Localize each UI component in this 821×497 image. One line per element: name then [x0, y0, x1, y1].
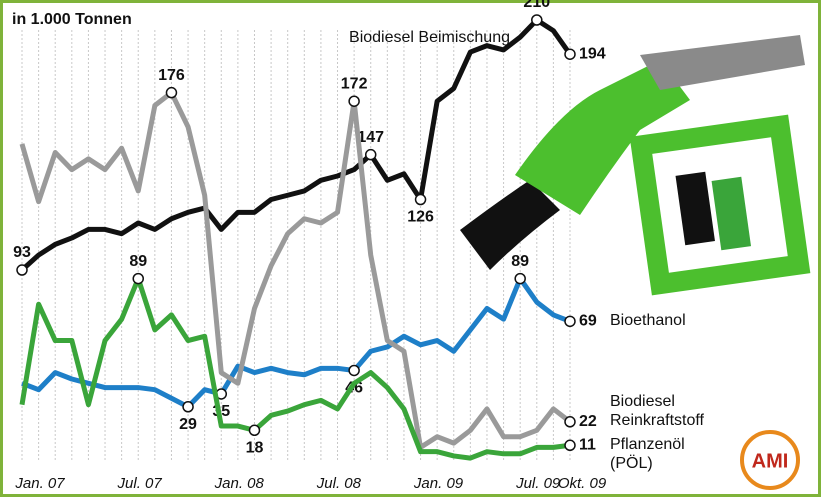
logo: AMI	[740, 430, 800, 490]
series-line	[19, 276, 571, 461]
x-tick-label: Jan. 07	[14, 475, 65, 492]
x-tick-label: Okt. 09	[558, 475, 607, 492]
chart-title: in 1.000 Tonnen	[12, 11, 132, 28]
value-label: 194	[579, 45, 606, 62]
series-line	[21, 276, 571, 410]
point-marker	[564, 315, 576, 328]
point-marker	[132, 272, 144, 285]
value-label: 11	[579, 436, 596, 453]
value-label: 210	[523, 0, 550, 11]
series-line	[19, 90, 572, 450]
value-label: 89	[129, 253, 147, 270]
nozzle	[515, 60, 690, 215]
point-marker	[182, 401, 194, 413]
value-label: 22	[579, 413, 597, 430]
x-tick-label: Jan. 09	[413, 475, 464, 492]
logo-ring	[740, 430, 800, 490]
series-line	[20, 17, 573, 272]
value-label: 176	[158, 67, 185, 84]
point-marker	[16, 264, 28, 276]
x-tick-label: Jul. 09	[515, 475, 561, 492]
value-label: 93	[13, 244, 31, 261]
legend-label: Biodiesel Beimischung	[349, 29, 510, 46]
spout	[640, 35, 805, 90]
pump-icon	[675, 171, 715, 246]
legend-label: Biodiesel Reinkraftstoff	[610, 392, 704, 429]
x-tick-label: Jul. 07	[117, 475, 163, 492]
legend-label: Pflanzenöl (PÖL)	[610, 436, 685, 473]
value-label: 126	[407, 209, 434, 226]
pump-illustration	[460, 35, 811, 296]
pump-icon	[711, 176, 752, 251]
point-marker	[564, 48, 576, 60]
series-name-box: Bioethanol	[610, 312, 686, 330]
value-label: 147	[357, 129, 384, 146]
x-tick-label: Jan. 08	[214, 475, 265, 492]
hose	[460, 180, 560, 270]
point-marker	[348, 95, 360, 107]
value-label: 89	[511, 253, 529, 270]
legend-label: Bioethanol	[610, 312, 686, 330]
point-marker	[165, 86, 178, 99]
series-name-box: Biodiesel Beimischung	[349, 29, 510, 46]
value-label: 69	[579, 313, 597, 330]
series-name-box: Biodiesel Reinkraftstoff	[610, 392, 704, 429]
point-marker	[564, 439, 576, 452]
point-marker	[564, 416, 576, 428]
value-label: 172	[341, 75, 368, 92]
point-marker	[531, 14, 543, 26]
point-marker	[364, 148, 377, 161]
x-tick-label: Jul. 08	[316, 475, 362, 492]
series-name-box: Pflanzenöl (PÖL)	[610, 436, 685, 473]
value-label: 18	[246, 440, 264, 457]
value-label: 29	[179, 416, 197, 433]
point-marker	[514, 272, 526, 285]
logo-text: AMI	[752, 450, 789, 472]
point-marker	[248, 424, 261, 437]
point-marker	[414, 193, 427, 206]
point-marker	[348, 364, 360, 377]
